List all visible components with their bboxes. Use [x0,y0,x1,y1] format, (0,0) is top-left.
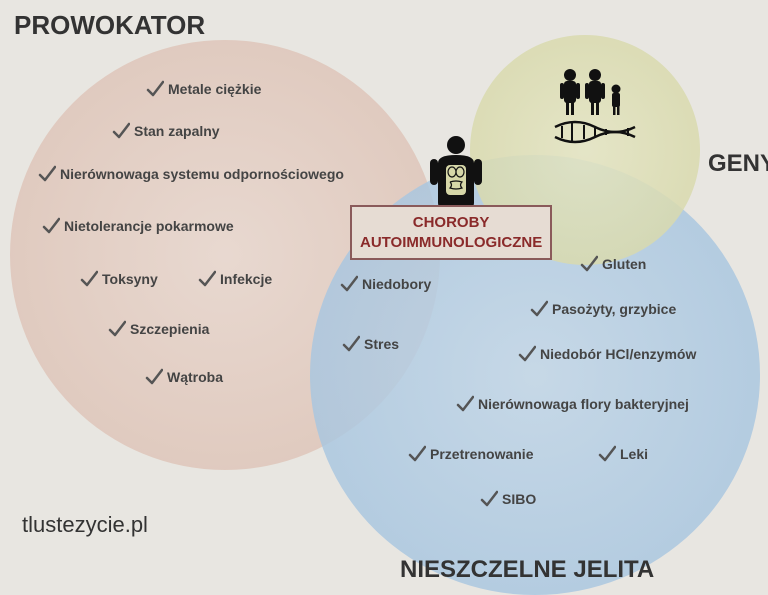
item-label: Stan zapalny [134,123,220,139]
item-gluten: Gluten [580,255,646,273]
item-pasozyty: Pasożyty, grzybice [530,300,676,318]
item-flora-bakteryjna: Nierównowaga flory bakteryjnej [456,395,689,413]
title-prowokator: PROWOKATOR [14,10,205,41]
check-icon [598,445,616,463]
item-label: SIBO [502,491,536,507]
item-label: Nietolerancje pokarmowe [64,218,234,234]
check-icon [112,122,130,140]
item-toksyny: Toksyny [80,270,158,288]
item-niedobor-hcl: Niedobór HCl/enzymów [518,345,696,363]
body-organs-icon [426,135,486,212]
check-icon [518,345,536,363]
check-icon [198,270,216,288]
center-line1: CHOROBY [360,213,542,233]
check-icon [42,217,60,235]
item-sibo: SIBO [480,490,536,508]
center-line2: AUTOIMMUNOLOGICZNE [360,233,542,253]
item-stres: Stres [342,335,399,353]
check-icon [108,320,126,338]
watermark-text: tlustezycie.pl [22,512,148,538]
check-icon [342,335,360,353]
item-label: Przetrenowanie [430,446,533,462]
check-icon [340,275,358,293]
item-label: Infekcje [220,271,272,287]
family-dna-icon [540,65,640,150]
item-leki: Leki [598,445,648,463]
item-nierownowaga-odpornosc: Nierównowaga systemu odpornościowego [38,165,344,183]
check-icon [38,165,56,183]
item-label: Niedobór HCl/enzymów [540,346,696,362]
item-label: Leki [620,446,648,462]
check-icon [408,445,426,463]
item-szczepienia: Szczepienia [108,320,209,338]
item-label: Nierównowaga systemu odpornościowego [60,166,344,182]
item-label: Metale ciężkie [168,81,261,97]
check-icon [580,255,598,273]
item-label: Gluten [602,256,646,272]
item-label: Wątroba [167,369,223,385]
check-icon [146,80,164,98]
item-watroba: Wątroba [145,368,223,386]
title-jelita: NIESZCZELNE JELITA [400,556,654,584]
item-label: Toksyny [102,271,158,287]
item-infekcje: Infekcje [198,270,272,288]
item-stan-zapalny: Stan zapalny [112,122,220,140]
item-label: Szczepienia [130,321,209,337]
item-label: Pasożyty, grzybice [552,301,676,317]
item-label: Niedobory [362,276,431,292]
item-niedobory: Niedobory [340,275,431,293]
item-przetrenowanie: Przetrenowanie [408,445,533,463]
check-icon [145,368,163,386]
center-label-box: CHOROBY AUTOIMMUNOLOGICZNE [350,205,552,260]
title-geny: GENY [708,150,768,178]
item-nietolerancje: Nietolerancje pokarmowe [42,217,234,235]
check-icon [80,270,98,288]
item-label: Stres [364,336,399,352]
check-icon [480,490,498,508]
check-icon [530,300,548,318]
item-metale-ciezkie: Metale ciężkie [146,80,261,98]
check-icon [456,395,474,413]
item-label: Nierównowaga flory bakteryjnej [478,396,689,412]
